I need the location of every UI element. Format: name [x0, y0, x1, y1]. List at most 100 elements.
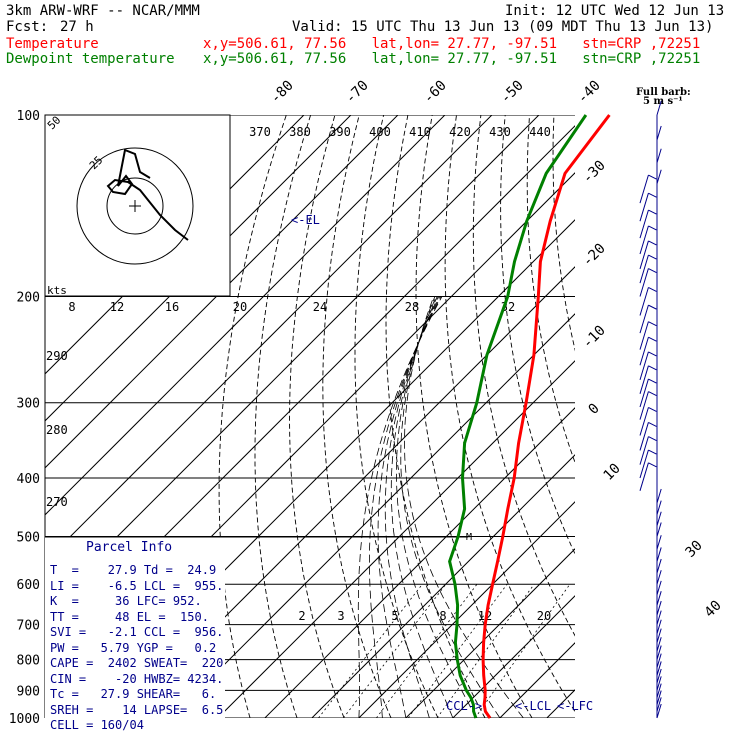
direction-label: 270: [46, 495, 68, 509]
mixing-ratio-label: 3: [337, 609, 344, 623]
wind-barb: [656, 570, 662, 585]
parcel-box-bg: [45, 537, 225, 718]
hodograph-speed-label: 8: [68, 300, 75, 314]
wind-barb-flag: [648, 436, 657, 442]
wind-barb: [656, 511, 662, 526]
wind-barb-flag: [648, 268, 657, 273]
dry-adiabat: [651, 115, 740, 718]
wind-barb-flag: [648, 378, 657, 384]
pressure-tick-label: 300: [17, 397, 40, 412]
theta-label: 410: [409, 125, 431, 139]
isotherm-label: 30: [683, 538, 706, 561]
theta-label: 390: [329, 125, 351, 139]
wind-barb: [639, 337, 649, 366]
isotherm-label: -80: [268, 78, 297, 107]
theta-label: 430: [489, 125, 511, 139]
hodograph-speed-label: 12: [110, 300, 124, 314]
dry-adiabat: [444, 115, 575, 713]
isotherm: [45, 115, 540, 610]
hodograph-speed-label: 28: [405, 300, 419, 314]
parcel-info-row: SVI = -2.1 CCL = 956.: [50, 625, 224, 639]
wind-barb: [656, 676, 662, 691]
dewpoint-location: x,y=506.61, 77.56 lat,lon= 27.77, -97.51…: [203, 51, 701, 67]
isotherm-label: 40: [702, 598, 725, 621]
dry-adiabat: [218, 115, 287, 718]
init-time: Init: 12 UTC Wed 12 Jun 13: [505, 3, 725, 19]
wind-barb: [656, 610, 662, 625]
model-title: 3km ARW-WRF -- NCAR/MMM: [6, 3, 200, 19]
wind-barb: [639, 225, 649, 255]
pressure-tick-label: 900: [17, 684, 40, 699]
pressure-tick-label: 700: [17, 619, 40, 634]
hodograph-speed-label: 24: [313, 300, 327, 314]
dry-adiabat: [724, 115, 740, 718]
lfc-marker: <-LFC: [557, 699, 593, 713]
wind-barb: [656, 535, 662, 550]
wind-barb: [639, 422, 649, 451]
hodograph-ring: [76, 147, 194, 265]
dry-adiabat: [289, 115, 345, 718]
wind-barb-flag: [648, 287, 657, 292]
wind-barb: [656, 637, 662, 652]
dewpoint-line: [448, 114, 588, 719]
wind-barb: [639, 209, 649, 239]
wind-barb: [639, 268, 649, 297]
wind-barb: [656, 558, 662, 574]
isotherm: [217, 360, 575, 718]
temperature-line: [481, 114, 611, 719]
wind-barb: [656, 500, 662, 515]
wind-barb: [639, 436, 649, 465]
wind-barb-flag: [648, 304, 657, 310]
wind-barb: [639, 254, 649, 284]
pressure-tick-label: 100: [17, 109, 40, 124]
isotherm-label: -30: [580, 158, 609, 187]
pressure-tick-label: 600: [17, 578, 40, 593]
dry-adiabat: [500, 115, 575, 556]
mixing-ratio-label: 20: [537, 609, 551, 623]
wind-barb-flag: [648, 336, 657, 342]
pressure-tick-label: 200: [17, 291, 40, 306]
hodograph-speed-label: 20: [233, 300, 247, 314]
wind-barb: [656, 653, 662, 668]
mixing-ratio-label: 5: [391, 609, 398, 623]
wind-barb-flag: [648, 391, 657, 397]
wind-barb-flag: [648, 449, 657, 455]
isotherm: [499, 642, 575, 718]
isotherm: [358, 501, 575, 718]
temperature-location: x,y=506.61, 77.56 lat,lon= 27.77, -97.51…: [203, 36, 701, 52]
isotherm: [594, 115, 740, 718]
parcel-info-row: TT = 48 EL = 150.: [50, 609, 209, 624]
wind-barb: [639, 304, 649, 334]
valid-time: Valid: 15 UTC Thu 13 Jun 13 (09 MDT Thu …: [292, 19, 714, 35]
wind-barb: [656, 522, 662, 537]
wind-barb: [639, 287, 649, 316]
isotherm-label: -70: [343, 78, 372, 107]
wind-barb: [639, 449, 649, 479]
dry-adiabat: [385, 115, 486, 718]
ccl-marker: CCL->: [446, 699, 482, 713]
wind-barb: [656, 148, 662, 163]
theta-label: 440: [529, 125, 551, 139]
forecast-hour: 27 h: [60, 19, 94, 35]
wind-barb-flag: [648, 174, 657, 180]
mixing-ratio-line: [318, 583, 423, 718]
wind-barb: [656, 125, 662, 141]
parcel-info-row: K = 36 LFC= 952.: [50, 594, 202, 608]
pressure-tick-label: 400: [17, 472, 40, 487]
wind-barb: [656, 169, 662, 184]
dry-adiabat: [472, 115, 575, 637]
wind-barb: [656, 628, 662, 643]
isotherm: [45, 115, 493, 563]
isotherm: [45, 115, 399, 469]
lcl-marker: <-LCL: [515, 699, 551, 713]
pressure-tick-label: 1000: [9, 712, 40, 727]
wind-barb: [656, 580, 662, 596]
moist-adiabat: [390, 296, 454, 718]
dewpoint-legend: Dewpoint temperature: [6, 51, 175, 67]
wind-barb: [639, 378, 649, 408]
parcel-info-row: CAPE = 2402 SWEAT= 220: [50, 656, 224, 670]
wind-barb: [656, 619, 662, 634]
theta-label: 420: [449, 125, 471, 139]
dry-adiabat: [603, 115, 740, 718]
